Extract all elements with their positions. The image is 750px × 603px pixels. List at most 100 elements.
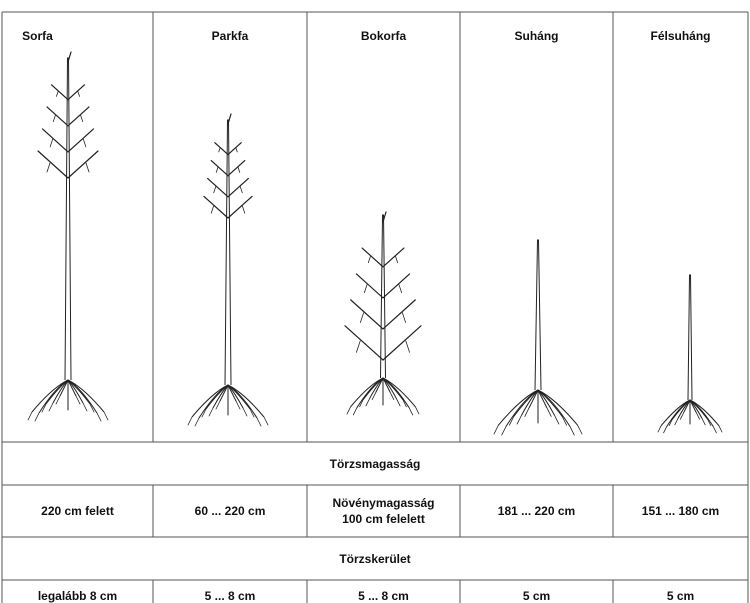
branch [239, 186, 243, 194]
cell-value: 5 cm [522, 589, 551, 603]
branch [561, 415, 567, 426]
branch [203, 195, 229, 219]
branch [237, 166, 241, 173]
branch [371, 391, 377, 401]
branch [207, 177, 229, 198]
branch [350, 299, 384, 330]
root [67, 379, 105, 413]
branch [352, 407, 358, 416]
branch [382, 247, 405, 268]
root [660, 399, 691, 426]
branch [56, 91, 59, 97]
branch [668, 418, 673, 427]
branch [103, 411, 109, 421]
branch [210, 159, 229, 177]
branch [50, 84, 69, 101]
branch [408, 407, 414, 416]
branch [361, 247, 384, 268]
cell-value: 5 cm [666, 589, 695, 603]
branch [235, 400, 241, 410]
branch [41, 128, 69, 153]
branch [524, 407, 530, 417]
branch [215, 166, 219, 173]
root [672, 399, 691, 420]
branch [355, 340, 361, 353]
branch [493, 424, 499, 435]
branch [213, 186, 217, 194]
branch [382, 273, 411, 299]
branch [249, 408, 255, 418]
branch [242, 407, 248, 417]
root [689, 399, 708, 420]
branch [396, 398, 401, 407]
branch [85, 162, 90, 173]
branch [405, 340, 411, 353]
column-header: Parkfa [211, 29, 249, 43]
branch [67, 84, 86, 101]
branch [365, 398, 370, 407]
branch [718, 425, 723, 433]
row-header: Törzsmagasság [329, 456, 421, 471]
branch [49, 138, 54, 148]
branch [96, 412, 102, 422]
branch [344, 325, 384, 361]
branch [194, 417, 200, 427]
cell-value: 220 cm felett [41, 504, 114, 518]
branch [46, 106, 69, 127]
branch [680, 412, 684, 420]
branch [214, 142, 229, 156]
branch [201, 408, 207, 418]
branch [402, 399, 407, 408]
branch [67, 51, 72, 63]
column-header: Bokorfa [360, 29, 407, 43]
branch [210, 205, 215, 214]
branch [48, 402, 54, 412]
root [382, 377, 416, 408]
cell-value: 181 ... 220 cm [497, 504, 576, 518]
branch [27, 411, 33, 421]
cell-value: 60 ... 220 cm [194, 504, 266, 518]
branch [67, 128, 95, 153]
trunk [224, 119, 232, 386]
branch [263, 416, 269, 426]
cell-value: 5 ... 8 cm [358, 589, 409, 603]
branch [52, 114, 56, 122]
branch [227, 113, 232, 125]
branch [215, 400, 221, 410]
branch [346, 406, 352, 415]
cell-value: 100 cm felelett [342, 512, 425, 526]
branch [382, 211, 387, 223]
branch [382, 299, 416, 330]
branch [208, 407, 214, 417]
branch [395, 255, 399, 264]
branch [80, 114, 84, 122]
branch [663, 425, 668, 434]
branch [554, 414, 560, 425]
root [498, 389, 539, 426]
row-header: Törzskerület [339, 551, 411, 566]
root [537, 389, 578, 426]
branch [501, 425, 507, 436]
root [689, 399, 720, 426]
branch [577, 424, 583, 435]
root [191, 384, 229, 418]
branch [82, 138, 87, 148]
branch [67, 150, 99, 179]
branch [516, 414, 522, 425]
branch [398, 284, 403, 293]
branch [657, 425, 662, 433]
branch [55, 395, 61, 405]
column-header: Félsuháng [650, 29, 711, 43]
branch [77, 91, 80, 97]
branch [401, 312, 407, 323]
branch [707, 418, 712, 427]
branch [46, 162, 51, 173]
root [227, 384, 265, 418]
branch [235, 147, 238, 153]
branch [382, 325, 422, 361]
branch [701, 417, 706, 426]
cell-value: legalább 8 cm [37, 589, 118, 603]
branch [218, 147, 221, 153]
